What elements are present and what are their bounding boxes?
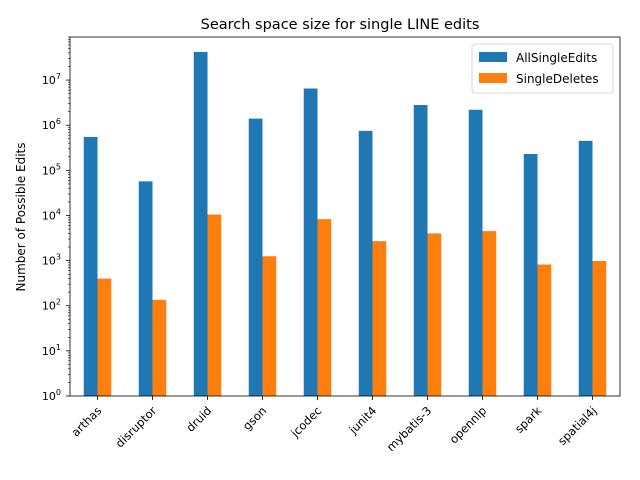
y-tick-label: 102	[42, 298, 61, 313]
x-tick-label: junit4	[346, 404, 380, 438]
bar-SingleDeletes-jcodec	[317, 219, 332, 396]
bar-SingleDeletes-spark	[537, 264, 552, 396]
bar-AllSingleEdits-druid	[193, 51, 208, 396]
x-tick-label: druid	[183, 404, 214, 435]
plot-frame	[69, 36, 621, 397]
bar-SingleDeletes-spatial4j	[592, 260, 607, 396]
y-tick-label: 104	[42, 207, 61, 222]
bar-AllSingleEdits-disruptor	[138, 181, 153, 396]
bar-SingleDeletes-gson	[262, 256, 277, 396]
x-tick-label: spatial4j	[555, 404, 599, 448]
x-tick-label: spark	[512, 403, 545, 436]
legend: AllSingleEdits SingleDeletes	[471, 43, 614, 94]
y-tick-label: 107	[42, 72, 61, 87]
bar-SingleDeletes-junit4	[372, 241, 387, 396]
bar-AllSingleEdits-arthas	[83, 136, 98, 396]
bar-AllSingleEdits-mybatis-3	[413, 105, 428, 396]
bar-AllSingleEdits-spatial4j	[578, 140, 593, 396]
bar-SingleDeletes-mybatis-3	[427, 233, 442, 396]
y-ticks-group: 100 101 102 103 104 105 106 107	[42, 36, 70, 403]
y-tick-label: 101	[42, 343, 61, 358]
y-axis-label: Number of Possible Edits	[14, 142, 28, 291]
x-tick-label: gson	[240, 404, 269, 433]
bar-AllSingleEdits-gson	[248, 118, 263, 396]
legend-box	[471, 43, 614, 94]
bar-SingleDeletes-disruptor	[152, 299, 167, 396]
legend-swatch	[479, 52, 507, 62]
x-tick-label: opennlp	[447, 404, 490, 447]
x-tick-label: arthas	[69, 404, 105, 440]
bar-SingleDeletes-arthas	[97, 278, 112, 396]
y-tick-label: 100	[42, 388, 61, 403]
legend-swatch	[479, 73, 507, 83]
y-tick-label: 105	[42, 162, 61, 177]
bar-SingleDeletes-opennlp	[482, 231, 497, 396]
y-tick-label: 106	[42, 117, 61, 132]
bar-AllSingleEdits-junit4	[358, 130, 373, 396]
legend-label: AllSingleEdits	[516, 51, 597, 65]
x-tick-label: mybatis-3	[384, 404, 435, 455]
bar-SingleDeletes-druid	[207, 214, 222, 396]
bars-group	[83, 51, 607, 397]
bar-AllSingleEdits-opennlp	[468, 109, 483, 397]
legend-label: SingleDeletes	[516, 72, 599, 86]
x-tick-label: disruptor	[113, 403, 160, 450]
bar-AllSingleEdits-jcodec	[303, 88, 318, 396]
bar-AllSingleEdits-spark	[523, 154, 538, 396]
x-ticks-group: arthas disruptor druid gson jcodec junit4 myba…	[69, 396, 599, 455]
y-tick-label: 103	[42, 253, 61, 268]
chart-title: Search space size for single LINE edits	[201, 17, 480, 33]
x-tick-label: jcodec	[287, 404, 324, 441]
